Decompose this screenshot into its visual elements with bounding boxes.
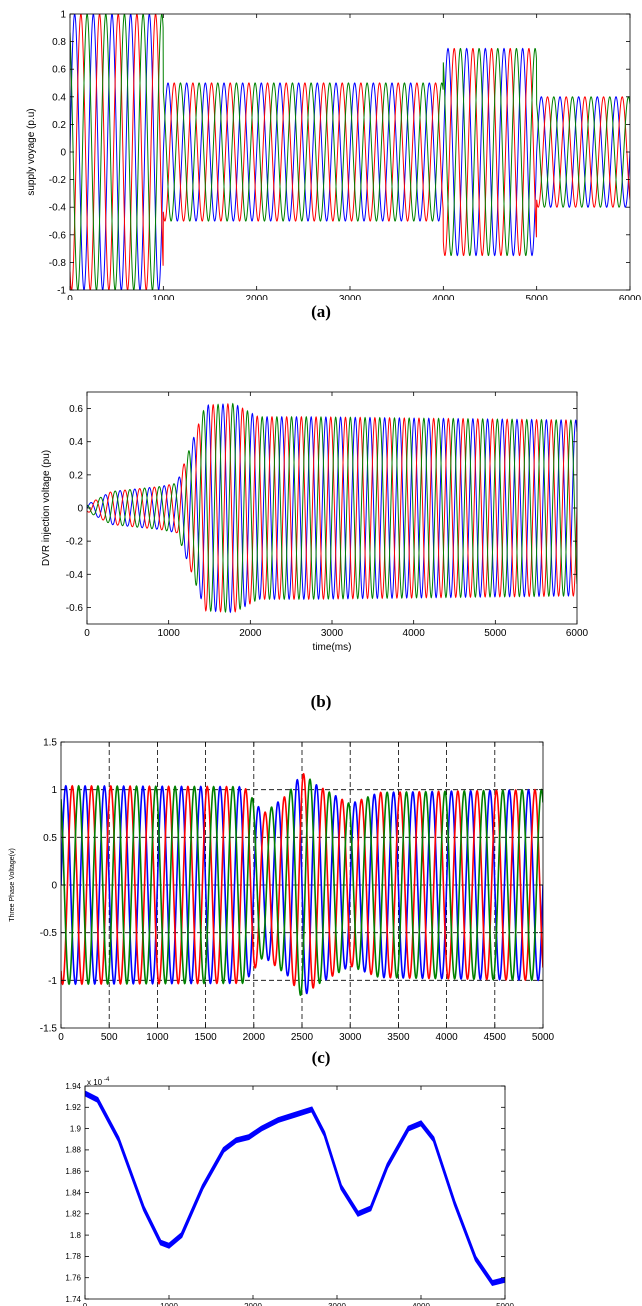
chart-d-ytick-label: 1.94	[65, 1082, 81, 1091]
chart-d-xtick-label: 3000	[328, 1302, 346, 1306]
chart-a-series-1	[70, 14, 630, 290]
chart-b-xtick-label: 4000	[403, 628, 426, 639]
chart-b-series-1	[87, 402, 577, 613]
chart-c-xtick-label: 5000	[532, 1032, 555, 1040]
chart-d-ytick-label: 1.88	[65, 1146, 81, 1155]
chart-c-xtick-label: 1000	[146, 1032, 169, 1040]
chart-b-xtick-label: 5000	[484, 628, 507, 639]
chart-c-xtick-label: 4000	[435, 1032, 458, 1040]
chart-b-ytick-label: 0	[77, 504, 83, 515]
chart-d-ytick-label: 1.74	[65, 1295, 81, 1304]
chart-a-ytick-label: 0.4	[52, 92, 66, 103]
chart-d-series-band	[85, 1090, 505, 1287]
chart-c-ytick-label: 0.5	[43, 833, 57, 844]
chart-a-ytick-label: 1	[60, 10, 66, 21]
chart-c-series-2	[61, 778, 543, 997]
chart-c-ytick-label: -0.5	[40, 928, 58, 939]
chart-d-ytick-label: 1.78	[65, 1252, 81, 1261]
chart-b-series-2	[87, 402, 577, 613]
chart-c-xtick-label: 2500	[291, 1032, 314, 1040]
chart-d-xtick-label: 1000	[160, 1302, 178, 1306]
dvr-injection-chart: 0 1000 2000 3000 4000 5000 6000 -0.6 -0.4 -0.2 0 0.…	[41, 391, 589, 653]
caption-a: (a)	[311, 302, 331, 321]
chart-a-xtick-label: 5000	[526, 294, 549, 300]
chart-c-xtick-label: 0	[58, 1032, 64, 1040]
chart-a-ytick-label: -0.8	[49, 258, 67, 269]
chart-a-ylabel: supply voyage (p.u)	[26, 108, 37, 195]
chart-a-ytick-label: 0.8	[52, 37, 66, 48]
three-phase-voltage-chart: 0 500 1000 1500 2000 2500 3000 3500 4000 4500 5000…	[9, 738, 555, 1041]
chart-a-series-2	[70, 14, 630, 290]
chart-b-xtick-label: 6000	[566, 628, 589, 639]
chart-d-axes	[84, 1085, 506, 1300]
chart-c-ytick-label: 1	[51, 785, 57, 796]
chart-c-ylabel: Three Phase Voltage(v)	[9, 848, 16, 922]
chart-b-xtick-label: 3000	[321, 628, 344, 639]
supply-voltage-chart: 0 1000 2000 3000 4000 5000 6000 -1 -0.8 -0.6 -0.4 -…	[26, 10, 642, 301]
chart-b-ytick-label: 0.6	[69, 404, 83, 415]
chart-b-xtick-label: 1000	[158, 628, 181, 639]
chart-a-xtick-label: 0	[67, 294, 73, 300]
chart-b-ytick-label: 0.4	[69, 437, 83, 448]
chart-d-exponent-label: x 10	[87, 1078, 103, 1087]
chart-a-xtick-label: 1000	[152, 294, 175, 300]
chart-c-ytick-label: -1	[48, 976, 57, 987]
chart-c-series-1	[61, 772, 543, 989]
caption-c: (c)	[311, 1048, 331, 1067]
chart-c-xtick-label: 1500	[194, 1032, 217, 1040]
chart-b-xlabel: time(ms)	[313, 642, 352, 653]
chart-a-xtick-label: 4000	[432, 294, 455, 300]
chart-d-xtick-label: 0	[83, 1302, 88, 1306]
chart-c-series-0	[61, 778, 543, 995]
chart-d-ytick-label: 1.9	[70, 1124, 82, 1133]
chart-a-series-0	[70, 14, 630, 290]
chart-c-xtick-label: 2000	[243, 1032, 266, 1040]
chart-b-xtick-label: 2000	[239, 628, 262, 639]
chart-a-ytick-label: -1	[57, 286, 66, 297]
chart-d-ytick-label: 1.92	[65, 1103, 81, 1112]
chart-b-series-0	[87, 403, 577, 614]
chart-b-xtick-label: 0	[84, 628, 90, 639]
chart-d-ytick-label: 1.84	[65, 1188, 81, 1197]
chart-d-xtick-label: 4000	[412, 1302, 430, 1306]
chart-c-ytick-label: 0	[51, 881, 57, 892]
chart-c-ytick-label: -1.5	[40, 1024, 58, 1035]
chart-c-xtick-label: 500	[101, 1032, 118, 1040]
chart-a-ytick-label: -0.6	[49, 230, 67, 241]
chart-d-xtick-label: 5000	[496, 1302, 514, 1306]
band-signal-chart: 0 1000 2000 3000 4000 5000 1.74 1.76 1.78 1.8 1.82…	[65, 1077, 514, 1306]
chart-a-ytick-label: 0.2	[52, 120, 66, 131]
chart-b-ytick-label: -0.6	[66, 603, 84, 614]
chart-c-ytick-label: 1.5	[43, 738, 57, 749]
chart-d-ytick-label: 1.86	[65, 1167, 81, 1176]
chart-d-exponent-power: -4	[104, 1077, 110, 1083]
chart-a-xtick-label: 6000	[619, 294, 642, 300]
chart-a-xtick-label: 3000	[339, 294, 362, 300]
chart-c-xtick-label: 4500	[484, 1032, 507, 1040]
chart-a-ytick-label: 0.6	[52, 65, 66, 76]
chart-b-ylabel: DVR injection voltage (pu)	[41, 450, 52, 566]
chart-d-ytick-label: 1.8	[70, 1231, 82, 1240]
chart-b-ytick-label: -0.4	[66, 570, 84, 581]
chart-a-ytick-label: -0.2	[49, 175, 67, 186]
chart-c-xtick-label: 3000	[339, 1032, 362, 1040]
chart-c-xtick-label: 3500	[387, 1032, 410, 1040]
chart-d-xtick-label: 2000	[244, 1302, 262, 1306]
chart-a-ytick-label: 0	[60, 148, 66, 159]
chart-b-ytick-label: 0.2	[69, 470, 83, 481]
chart-b-ytick-label: -0.2	[66, 537, 84, 548]
chart-d-ytick-label: 1.76	[65, 1274, 81, 1283]
caption-b: (b)	[310, 692, 332, 711]
chart-a-xtick-label: 2000	[246, 294, 269, 300]
chart-d-ytick-label: 1.82	[65, 1210, 81, 1219]
chart-a-ytick-label: -0.4	[49, 203, 67, 214]
